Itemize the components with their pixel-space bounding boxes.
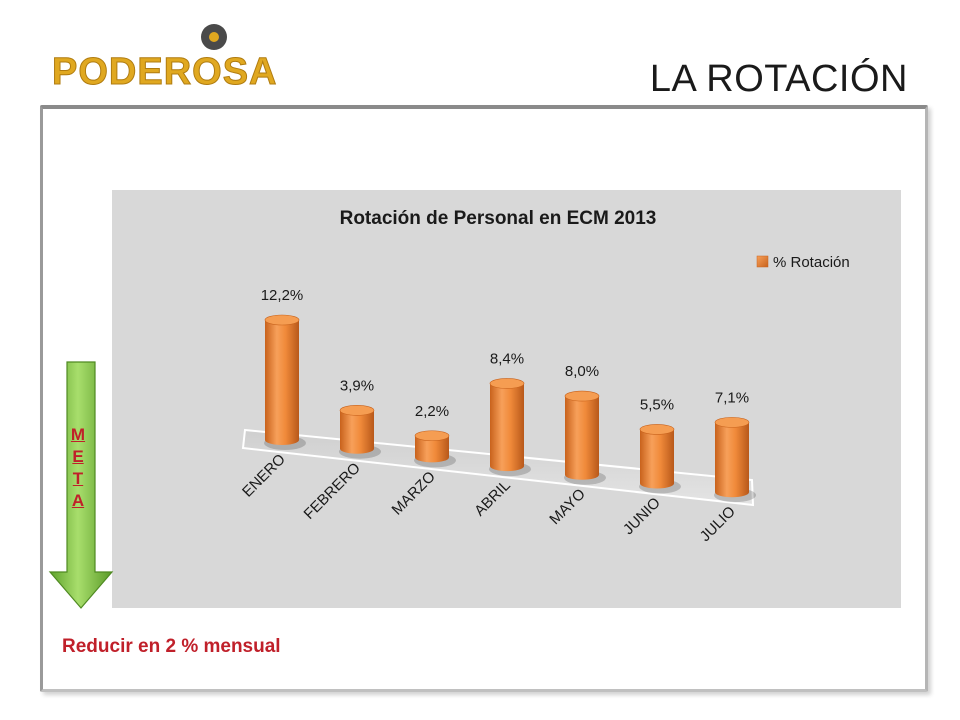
x-tick-label: FEBRERO	[301, 460, 364, 523]
bar	[639, 424, 681, 494]
bar	[714, 417, 756, 503]
data-label: 3,9%	[340, 377, 374, 394]
data-label: 8,0%	[565, 363, 599, 380]
data-label: 2,2%	[415, 403, 449, 420]
data-label: 8,4%	[490, 350, 524, 367]
bar	[414, 430, 456, 468]
bar	[339, 405, 381, 459]
x-tick-label: JULIO	[697, 503, 739, 545]
chart-panel: Rotación de Personal en ECM 2013 % Rotac…	[112, 190, 901, 608]
x-tick-label: MARZO	[389, 468, 439, 518]
poderosa-logo: PODEROSA	[50, 18, 300, 90]
x-tick-label: MAYO	[546, 486, 588, 528]
data-label: 7,1%	[715, 389, 749, 406]
bar	[564, 390, 606, 485]
legend-label: % Rotación	[773, 254, 850, 271]
x-tick-label: JUNIO	[620, 494, 664, 538]
bar-chart: Rotación de Personal en ECM 2013 % Rotac…	[239, 208, 850, 545]
bar	[264, 314, 306, 450]
meta-letter: M	[70, 425, 86, 444]
data-label: 12,2%	[261, 287, 304, 304]
down-arrow-icon	[48, 361, 114, 609]
bar	[489, 378, 531, 477]
meta-letter: E	[72, 447, 84, 466]
x-tick-label: ABRIL	[471, 477, 514, 520]
legend: % Rotación	[756, 254, 850, 271]
logo-wordmark: PODEROSA	[52, 51, 277, 90]
meta-arrow	[48, 360, 114, 610]
chart-title: Rotación de Personal en ECM 2013	[340, 208, 657, 229]
goal-caption: Reducir en 2 % mensual	[62, 636, 281, 657]
x-tick-label: ENERO	[239, 451, 289, 501]
meta-letter: T	[72, 469, 84, 488]
content-frame	[40, 105, 928, 692]
slide-title: LA ROTACIÓN	[649, 58, 908, 100]
legend-swatch	[756, 255, 769, 268]
meta-letter: A	[71, 491, 85, 510]
data-label: 5,5%	[640, 396, 674, 413]
